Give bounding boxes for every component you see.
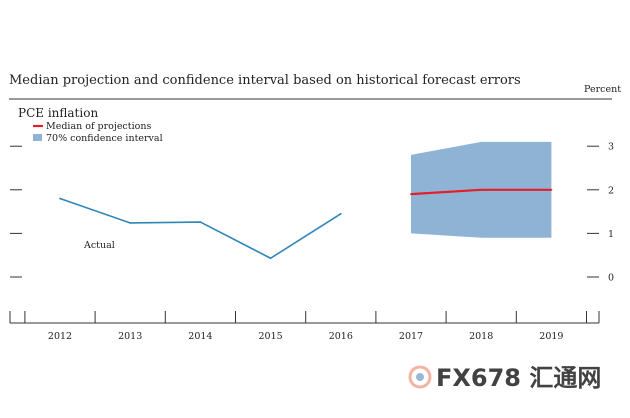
x-tick-label-2016: 2016: [329, 331, 353, 342]
watermark-text: FX678 汇通网: [436, 364, 601, 392]
annotation-actual: Actual: [83, 240, 115, 251]
axes: 0 1 2 3 2012 2013 2014 2015 2016 2017 2018 2019: [9, 142, 614, 342]
y-tick-label-0: 0: [608, 273, 614, 284]
x-tick-label-2019: 2019: [539, 331, 563, 342]
units-label: Percent: [584, 84, 621, 95]
data-point-median-of-projections-2018: [480, 188, 483, 191]
y-tick-label-2: 2: [608, 185, 614, 196]
legend-interval-swatch: [33, 134, 42, 141]
data-point-actual-2015: [269, 257, 272, 260]
data-point-actual-2013: [129, 222, 132, 224]
chart-title: Median projection and confidence interva…: [9, 73, 521, 88]
watermark-logo-dot-icon: [416, 373, 424, 381]
data-point-actual-2012: [59, 197, 61, 200]
legend-interval-label: 70% confidence interval: [46, 133, 163, 144]
data-point-median-of-projections-2017: [410, 193, 412, 196]
data-point-actual-2016: [339, 212, 342, 215]
x-tick-label-2013: 2013: [118, 331, 142, 342]
legend-median-label: Median of projections: [46, 121, 151, 132]
x-tick-label-2017: 2017: [399, 331, 423, 342]
watermark: FX678 汇通网: [408, 364, 601, 392]
x-tick-label-2015: 2015: [259, 331, 283, 342]
chart-subtitle: PCE inflation: [18, 106, 98, 120]
y-tick-label-3: 3: [608, 142, 614, 153]
data-point-median-of-projections-2019: [550, 188, 553, 191]
x-tick-label-2018: 2018: [469, 331, 493, 342]
x-tick-label-2012: 2012: [48, 331, 72, 342]
series-layer: [59, 188, 553, 260]
x-tick-label-2014: 2014: [188, 331, 212, 342]
y-tick-label-1: 1: [608, 229, 614, 240]
data-point-actual-2014: [199, 221, 202, 223]
watermark-logo-icon: [408, 365, 432, 389]
